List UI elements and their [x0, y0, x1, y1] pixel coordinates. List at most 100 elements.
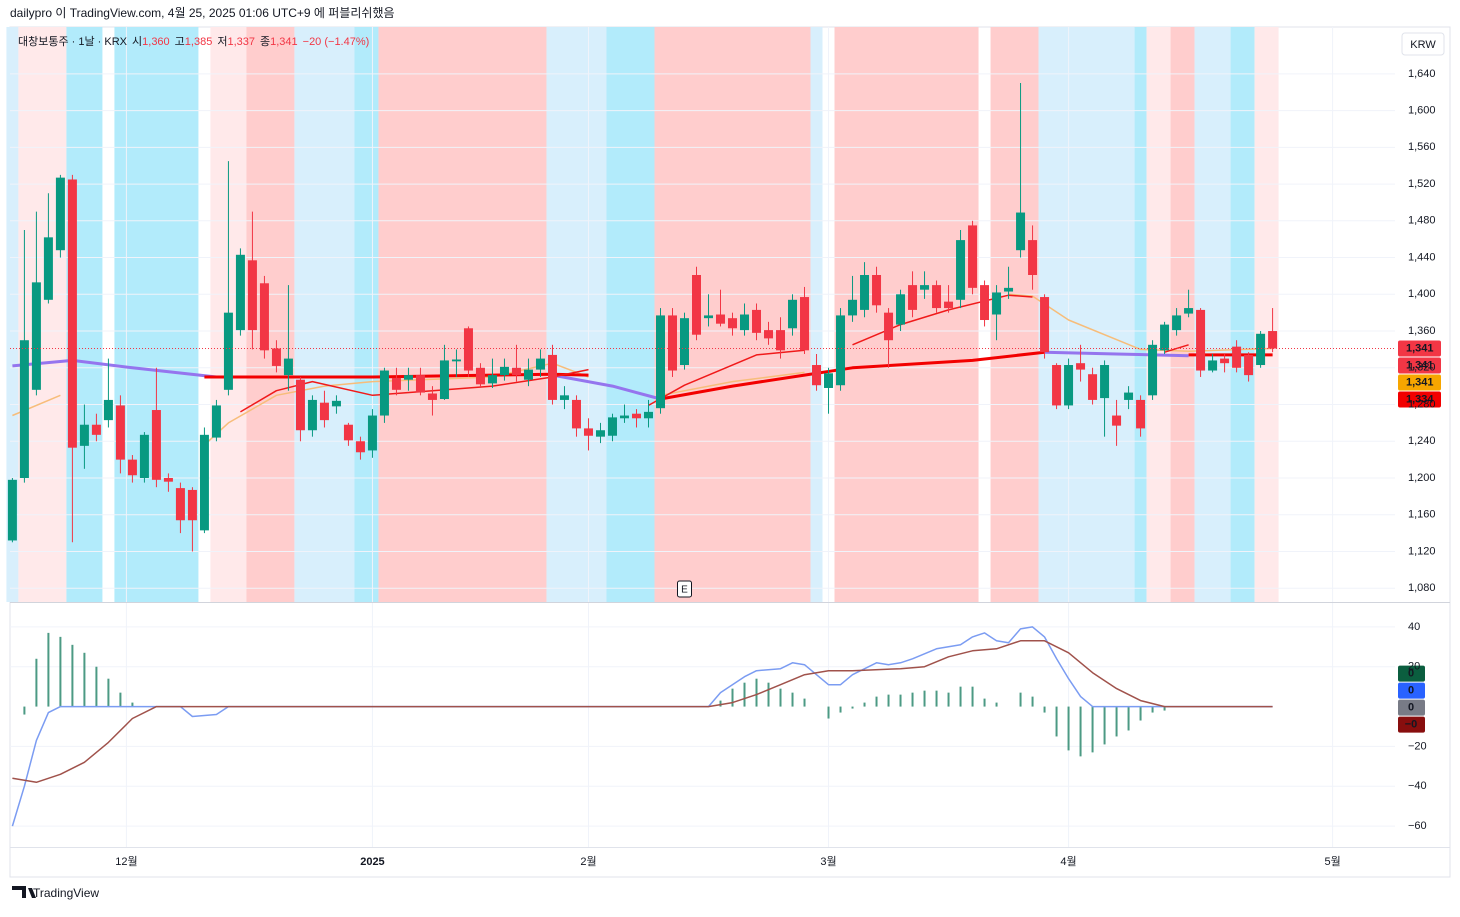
macd-histogram-bar: [83, 652, 86, 707]
macd-badge: [1398, 665, 1425, 682]
candle-body: [728, 318, 738, 329]
legend-item: 1,360: [142, 36, 170, 48]
zone: [294, 27, 355, 602]
legend-item: 저: [217, 35, 227, 48]
candle-body: [79, 424, 89, 446]
candle-body: [439, 360, 449, 400]
y-tick-label: 1,280: [1408, 398, 1436, 410]
macd-histogram-bar: [731, 688, 734, 707]
candle-body: [956, 240, 966, 300]
candle-body: [764, 330, 774, 339]
candle-body: [571, 399, 581, 429]
candle-body: [343, 424, 353, 441]
candle-body: [583, 428, 593, 436]
candle-body: [55, 177, 65, 251]
candle-body: [19, 340, 29, 478]
candle-body: [848, 299, 858, 316]
candle-body: [908, 285, 918, 310]
candle-body: [379, 370, 389, 416]
macd-histogram-bar: [107, 678, 110, 707]
x-tick-label: 4월: [1060, 855, 1076, 868]
macd-histogram-bar: [983, 698, 986, 707]
moving-average: [12, 350, 1189, 401]
candle-body: [475, 367, 485, 385]
candle-body: [776, 330, 786, 351]
y-tick-label: 1,200: [1408, 472, 1436, 484]
candle-body: [691, 275, 701, 335]
legend-item: 1,337: [227, 36, 255, 48]
zone: [1134, 27, 1147, 602]
zone: [1146, 27, 1171, 602]
candle-body: [740, 314, 750, 331]
last-value-label: 1,341: [1406, 359, 1434, 371]
legend-item: 1,341: [270, 36, 298, 48]
y-tick-label: 1,240: [1408, 435, 1436, 447]
candle-body: [463, 328, 473, 371]
y-tick-label: 1,600: [1408, 104, 1436, 116]
macd-histogram-bar: [911, 692, 914, 707]
candle-body: [704, 315, 714, 319]
candle-body: [43, 237, 53, 300]
candle-body: [896, 294, 906, 325]
macd-tick-label: 20: [1408, 661, 1420, 673]
macd-tick-label: −20: [1408, 740, 1427, 752]
candle-body: [415, 375, 425, 393]
y-tick-label: 1,480: [1408, 215, 1436, 227]
candle-body: [91, 424, 101, 435]
macd-histogram-bar: [995, 702, 998, 707]
candle-body: [235, 254, 245, 331]
macd-histogram-bar: [1127, 706, 1130, 731]
candle-body: [800, 297, 810, 351]
x-tick-label: 12월: [115, 855, 137, 868]
candle-body: [679, 318, 689, 366]
marks: E 1,341 1,341 1,341 1,334 0 0 0 −0: [7, 83, 1441, 827]
macd-histogram-bar: [875, 696, 878, 707]
zone: [1038, 27, 1135, 602]
candle-body: [968, 225, 978, 288]
macd-histogram-bar: [803, 698, 806, 707]
candle-body: [127, 459, 137, 476]
macd-histogram-bar: [1043, 706, 1046, 713]
y-tick-label: 1,400: [1408, 288, 1436, 300]
tv-logo: [12, 886, 36, 898]
candle-body: [667, 315, 677, 371]
macd-badge: [1398, 699, 1425, 716]
candle-body: [1088, 374, 1098, 400]
event-label: E: [681, 585, 688, 596]
macd-histogram-bar: [947, 692, 950, 707]
macd-histogram-bar: [1163, 706, 1166, 711]
header-title: dailypro 이 TradingView.com, 4월 25, 2025 …: [10, 6, 395, 20]
last-value-badge: [1398, 374, 1441, 391]
candle-body: [391, 377, 401, 390]
macd-histogram-bar: [1139, 706, 1142, 721]
candle-body: [1184, 308, 1194, 314]
x-tick-label: 2025: [360, 856, 384, 868]
candle-body: [1028, 240, 1038, 276]
moving-average: [12, 293, 1273, 446]
candle-body: [283, 358, 293, 376]
macd-line: [12, 640, 1273, 784]
candle-body: [944, 301, 954, 309]
candle-body: [1208, 360, 1218, 371]
zones: [6, 27, 1279, 602]
macd-histogram-bar: [959, 686, 962, 707]
candle-body: [535, 358, 545, 370]
candle-body: [1148, 344, 1158, 396]
macd-histogram-bar: [1091, 706, 1094, 753]
candle-body: [307, 399, 317, 431]
macd-histogram-bar: [863, 702, 866, 707]
candle-body: [259, 283, 269, 351]
macd-histogram-bar: [887, 694, 890, 707]
macd-histogram-bar: [767, 682, 770, 707]
macd-histogram-bar: [1067, 706, 1070, 751]
candle-body: [451, 359, 461, 362]
candle-body: [1172, 315, 1182, 331]
legend-item: 대창보통주 · 1날 · KRX: [18, 35, 128, 48]
candle-body: [1196, 309, 1206, 371]
last-value-label: 1,341: [1406, 342, 1434, 354]
legend-item: 고: [175, 36, 185, 48]
candle-body: [643, 411, 653, 419]
macd-tick-label: −40: [1408, 780, 1427, 792]
zone: [606, 27, 655, 602]
zone: [114, 27, 199, 602]
